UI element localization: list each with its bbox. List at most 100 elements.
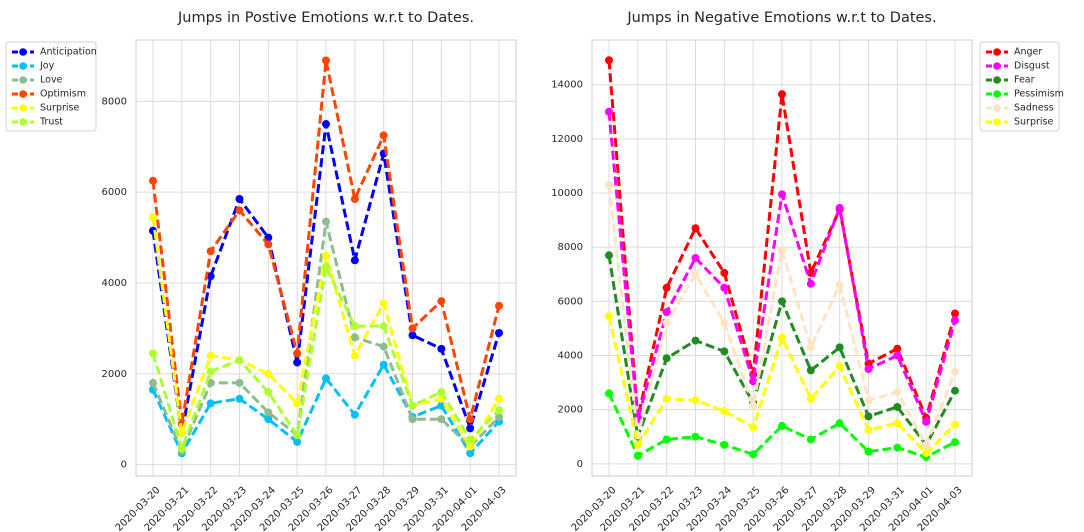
legend-marker	[993, 76, 1001, 84]
legend-label: Anger	[1014, 47, 1042, 58]
legend-item: Anticipation	[12, 47, 97, 58]
y-tick-label: 2000	[102, 369, 127, 380]
data-point	[778, 245, 786, 254]
data-point	[350, 256, 359, 265]
data-point	[778, 90, 786, 99]
data-point	[466, 435, 475, 444]
data-point	[806, 366, 815, 375]
legend-marker	[19, 48, 27, 56]
data-point	[864, 365, 873, 374]
data-point	[662, 435, 671, 444]
y-tick-label: 12000	[551, 134, 583, 145]
y-tick-label: 8000	[558, 242, 583, 253]
data-point	[495, 328, 503, 337]
data-point	[437, 415, 446, 424]
y-tick-label: 10000	[551, 188, 583, 199]
series-pessimism	[605, 389, 959, 462]
data-point	[778, 333, 786, 342]
data-point	[691, 270, 700, 279]
data-point	[605, 107, 613, 116]
data-point	[206, 367, 215, 376]
data-point	[235, 206, 244, 215]
legend-item: Surprise	[12, 103, 79, 114]
data-point	[720, 440, 729, 449]
legend-frame	[5, 41, 97, 132]
data-point	[864, 447, 873, 456]
data-point	[605, 251, 613, 260]
data-point	[662, 354, 671, 363]
series-trust	[149, 263, 503, 453]
data-point	[778, 297, 786, 306]
data-point	[408, 331, 417, 340]
data-point	[466, 449, 475, 458]
data-point	[922, 417, 931, 426]
data-point	[350, 322, 359, 331]
legend-marker	[19, 118, 27, 126]
data-point	[806, 394, 815, 403]
data-point	[264, 387, 273, 396]
data-point	[778, 421, 786, 430]
legend-label: Disgust	[1014, 61, 1050, 72]
data-point	[322, 263, 330, 272]
y-tick-label: 0	[121, 460, 127, 471]
data-point	[806, 435, 815, 444]
data-point	[293, 358, 302, 367]
legend-label: Trust	[39, 117, 63, 128]
data-point	[691, 254, 700, 262]
data-point	[206, 247, 215, 256]
data-point	[350, 333, 359, 342]
data-point	[951, 386, 959, 395]
chart-title: Jumps in Negative Emotions w.r.t to Date…	[626, 10, 936, 26]
data-point	[806, 279, 815, 288]
data-point	[322, 251, 330, 260]
data-point	[662, 318, 671, 327]
series-optimism	[149, 56, 503, 428]
y-tick-label: 4000	[558, 350, 583, 361]
data-point	[408, 415, 417, 424]
legend-item: Anger	[986, 47, 1042, 58]
data-point	[149, 176, 157, 185]
data-point	[322, 56, 330, 65]
data-point	[835, 362, 844, 371]
legend-marker	[993, 90, 1001, 98]
data-point	[206, 351, 215, 360]
data-point	[691, 224, 700, 233]
data-point	[605, 180, 613, 189]
data-point	[605, 312, 613, 321]
data-point	[206, 272, 215, 281]
data-point	[864, 412, 873, 421]
legend-item: Surprise	[986, 117, 1053, 128]
legend-marker	[993, 104, 1001, 112]
legend-item: Optimism	[12, 89, 86, 100]
data-point	[350, 194, 359, 203]
legend-label: Love	[40, 75, 63, 86]
series-disgust	[605, 107, 959, 426]
legend-item: Disgust	[986, 61, 1050, 72]
legend-item: Pessimism	[986, 89, 1064, 100]
data-point	[379, 299, 388, 308]
data-point	[322, 374, 330, 383]
data-point	[466, 415, 475, 424]
data-point	[835, 281, 844, 290]
data-point	[437, 344, 446, 353]
data-point	[235, 378, 244, 387]
data-point	[662, 308, 671, 317]
data-point	[149, 213, 157, 222]
data-point	[922, 440, 931, 449]
data-point	[951, 316, 959, 325]
data-point	[749, 401, 758, 410]
positive-emotions-chart: Jumps in Postive Emotions w.r.t to Dates…	[5, 10, 517, 532]
data-point	[951, 309, 959, 318]
y-tick-label: 2000	[558, 405, 583, 416]
data-point	[691, 396, 700, 405]
data-point	[951, 420, 959, 429]
data-point	[322, 120, 330, 129]
data-point	[864, 396, 873, 405]
legend-item: Love	[12, 75, 63, 86]
data-point	[149, 378, 157, 387]
data-point	[293, 437, 302, 446]
data-point	[177, 444, 186, 453]
legend-marker	[19, 76, 27, 84]
data-point	[662, 394, 671, 403]
